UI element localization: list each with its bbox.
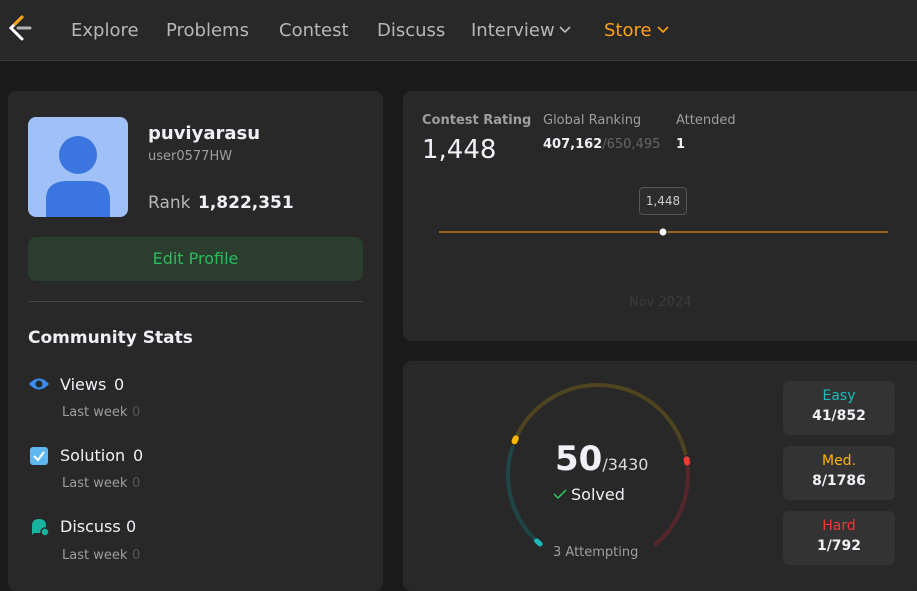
stat-sub-label: Last week (62, 548, 127, 563)
rank-label: Rank (148, 193, 190, 213)
nav-link[interactable]: Contest (279, 20, 349, 41)
ranking-label: Global Ranking (543, 113, 641, 128)
stat-sub-value: 0 (132, 476, 140, 491)
contest-card: Contest Rating 1,448 Global Ranking 407,… (403, 91, 917, 341)
level-name: Easy (783, 388, 895, 404)
chevron (657, 25, 669, 35)
divider (28, 301, 363, 302)
stat-value: 0 (114, 375, 124, 394)
stat-value: 0 (126, 517, 136, 536)
solved-count: 50/3430 (555, 439, 648, 479)
nav-link[interactable]: Problems (166, 20, 249, 41)
attempting-label: 3 Attempting (553, 545, 638, 560)
nav-bar: Explore Problems Contest Discuss Intervi… (0, 0, 917, 61)
date-label: Nov 2024 (629, 295, 692, 310)
chevron (559, 25, 571, 35)
rank-value: 1,822,351 (198, 193, 294, 213)
level-box: Easy 41/852 (783, 381, 895, 435)
edit-profile-button[interactable]: Edit Profile (28, 237, 363, 281)
username: user0577HW (148, 149, 232, 164)
section-title: Community Stats (28, 328, 193, 348)
solution-icon (30, 447, 48, 465)
rating-label: Contest Rating (422, 113, 531, 128)
level-name: Med. (783, 453, 895, 469)
stat-sub-value: 0 (132, 405, 140, 420)
stat-sub-label: Last week (62, 476, 127, 491)
level-value: 8/1786 (783, 473, 895, 489)
ranking-value: 407,162/650,495 (543, 137, 660, 152)
nav-link[interactable]: Explore (71, 20, 139, 41)
ranking-total: /650,495 (602, 137, 660, 152)
rating-line (433, 219, 893, 239)
profile-card: puviyarasu user0577HW Rank 1,822,351 Edi… (8, 91, 383, 591)
level-value: 41/852 (783, 408, 895, 424)
stat-sub-label: Last week (62, 405, 127, 420)
ranking: 407,162 (543, 137, 602, 152)
ring-segment (656, 466, 688, 544)
count: 50 (555, 439, 602, 479)
rating-value: 1,448 (422, 135, 496, 165)
solved-card: 50/3430 Solved 3 Attempting Easy 41/852 M… (403, 361, 917, 591)
stat-sub-value: 0 (132, 548, 140, 563)
level-box: Hard 1/792 (783, 511, 895, 565)
stat-label: Discuss (60, 517, 121, 536)
avatar (28, 117, 128, 217)
user-name: puviyarasu (148, 123, 260, 144)
level-name: Hard (783, 518, 895, 534)
nav-link[interactable]: Discuss (377, 20, 445, 41)
discuss-icon (30, 517, 50, 537)
views-icon (28, 376, 50, 392)
logo[interactable] (6, 14, 34, 44)
stat-value: 0 (133, 446, 143, 465)
total: /3430 (602, 455, 648, 474)
ring-segment (508, 447, 540, 544)
nav-link[interactable]: Store (604, 20, 652, 41)
level-value: 1/792 (783, 538, 895, 554)
level-box: Med. 8/1786 (783, 446, 895, 500)
stat-label: Views (60, 375, 106, 394)
ring-segment (515, 438, 516, 441)
nav-link[interactable]: Interview (471, 20, 555, 41)
attended-label: Attended (676, 113, 736, 128)
stat-label: Solution (60, 446, 125, 465)
check-icon (553, 488, 567, 500)
ring-segment (537, 541, 541, 544)
tooltip: 1,448 (639, 187, 687, 215)
attended-value: 1 (676, 137, 685, 152)
solved-label: Solved (571, 485, 625, 504)
